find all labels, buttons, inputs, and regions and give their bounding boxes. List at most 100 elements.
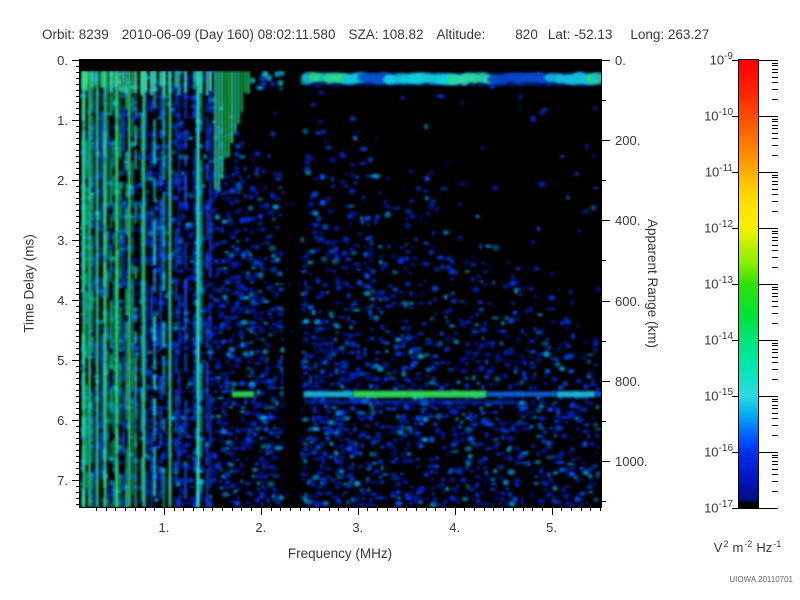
colorbar-minor-tick-right — [772, 292, 778, 294]
colorbar-minor-tick-right — [772, 89, 778, 91]
colorbar-minor-tick-right — [772, 398, 778, 400]
y-tick-label: 1. — [57, 113, 68, 128]
colorbar-minor-tick-right — [772, 124, 778, 126]
y2-tick-label: 800. — [615, 373, 641, 389]
colorbar-decade-tick — [758, 452, 778, 453]
colorbar-minor-tick-right — [772, 62, 778, 64]
y-tick-label: 4. — [57, 293, 68, 308]
colorbar-minor-tick-right — [772, 72, 778, 74]
colorbar-minor-tick-right — [772, 132, 778, 134]
colorbar-minor-tick-right — [772, 323, 778, 325]
y2-major-tick — [602, 60, 610, 61]
colorbar-minor-tick-right — [772, 369, 778, 371]
colorbar-minor-tick-right — [772, 188, 778, 190]
colorbar-minor-tick-right — [772, 236, 778, 238]
colorbar — [738, 59, 759, 509]
header-row: Orbit: 8239 2010-06-09 (Day 160) 08:02:11… — [42, 27, 709, 42]
colorbar-decade-tick — [758, 340, 778, 341]
colorbar-minor-tick-right — [772, 306, 778, 308]
header-field: SZA: 108.82 — [348, 27, 424, 42]
colorbar-minor-tick-right — [772, 412, 778, 414]
header-field: Orbit: 8239 — [42, 27, 109, 42]
colorbar-minor-tick-right — [772, 491, 778, 493]
colorbar-decade-tick — [758, 284, 778, 285]
colorbar-minor-tick-right — [772, 296, 778, 298]
colorbar-minor-tick-right — [772, 286, 778, 288]
colorbar-minor-tick-right — [772, 65, 778, 67]
header-field: 2010-06-09 (Day 160) 08:02:11.580 — [121, 27, 336, 42]
colorbar-minor-tick-right — [772, 468, 778, 470]
y2-minor-tick — [602, 100, 606, 102]
y2-tick-label: 400. — [615, 213, 641, 229]
colorbar-minor-tick-right — [772, 194, 778, 196]
colorbar-minor-tick-right — [772, 345, 778, 347]
colorbar-minor-tick-right — [772, 408, 778, 410]
y-tick-label: 6. — [57, 413, 68, 428]
colorbar-exponent-label: 10-15 — [704, 387, 733, 404]
y2-minor-tick — [602, 500, 606, 502]
colorbar-minor-tick-right — [772, 250, 778, 252]
header-field: 820 — [515, 27, 538, 42]
y2-minor-tick — [602, 420, 606, 422]
colorbar-decade-tick — [758, 60, 778, 61]
colorbar-minor-tick-right — [772, 128, 778, 130]
colorbar-minor-tick-right — [772, 474, 778, 476]
colorbar-minor-tick-right — [772, 180, 778, 182]
colorbar-minor-tick-right — [772, 155, 778, 157]
colorbar-minor-tick-right — [772, 362, 778, 364]
colorbar-gradient — [739, 60, 758, 508]
colorbar-decade-tick — [758, 396, 778, 397]
colorbar-decade-tick — [758, 508, 778, 509]
colorbar-exponent-label: 10-13 — [704, 275, 733, 292]
x-major-tick — [551, 507, 553, 515]
colorbar-minor-tick-right — [772, 244, 778, 246]
colorbar-minor-tick-right — [772, 352, 778, 354]
colorbar-minor-tick-right — [772, 145, 778, 147]
plot-area — [79, 59, 602, 508]
colorbar-minor-tick-right — [772, 300, 778, 302]
x-tick-label: 4. — [449, 520, 461, 535]
y2-axis-title: Apparent Range (km) — [645, 218, 660, 349]
colorbar-decade-tick — [758, 228, 778, 229]
x-major-tick — [357, 507, 359, 515]
colorbar-minor-tick-right — [772, 177, 778, 179]
y-tick-label: 7. — [57, 473, 68, 488]
colorbar-minor-tick-right — [772, 435, 778, 437]
colorbar-minor-tick-right — [772, 121, 778, 123]
y2-major-tick — [602, 460, 610, 462]
x-tick-label: 1. — [158, 520, 170, 535]
y2-minor-tick — [602, 260, 606, 262]
colorbar-minor-tick-right — [772, 289, 778, 291]
y-tick-label: 5. — [57, 353, 68, 368]
x-major-tick — [454, 507, 456, 515]
colorbar-minor-tick-right — [772, 184, 778, 186]
y2-tick-label: 0. — [615, 53, 626, 68]
colorbar-decade-tick — [758, 116, 778, 117]
colorbar-minor-tick-right — [772, 401, 778, 403]
colorbar-minor-tick-right — [772, 267, 778, 269]
y2-major-tick — [602, 140, 610, 142]
y-tick-label: 3. — [57, 233, 68, 248]
colorbar-minor-tick-right — [772, 174, 778, 176]
colorbar-minor-tick-right — [772, 418, 778, 420]
x-tick-label: 5. — [546, 520, 557, 535]
colorbar-minor-tick-right — [772, 460, 778, 462]
colorbar-minor-tick-right — [772, 201, 778, 203]
colorbar-minor-tick-right — [772, 342, 778, 344]
y2-tick-label: 600. — [615, 293, 641, 309]
spectrogram-canvas — [80, 60, 601, 507]
colorbar-exponent-label: 10-14 — [704, 331, 733, 348]
header-field: Long: 263.27 — [630, 27, 710, 42]
colorbar-minor-tick-right — [772, 348, 778, 350]
y2-major-tick — [602, 220, 610, 222]
y2-major-tick — [602, 380, 610, 382]
colorbar-minor-tick-right — [772, 257, 778, 259]
colorbar-exponent-label: 10-16 — [704, 443, 733, 460]
colorbar-minor-tick-right — [772, 356, 778, 358]
y2-tick-label: 1000. — [615, 453, 648, 469]
y-tick-label: 2. — [57, 173, 68, 188]
x-tick-label: 3. — [352, 520, 364, 535]
y2-major-tick — [602, 300, 610, 302]
colorbar-minor-tick-right — [772, 313, 778, 315]
